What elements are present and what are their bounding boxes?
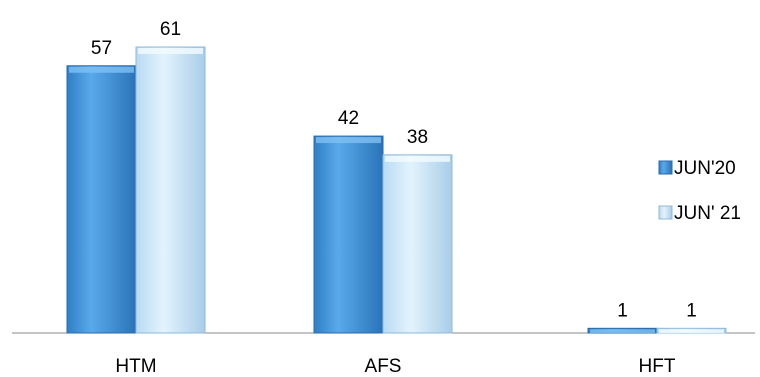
bar-afs-jun-21	[382, 154, 453, 334]
data-label-hft-jun-21: 1	[686, 300, 697, 321]
legend-swatch-jun-21	[658, 205, 673, 220]
category-label-hft: HFT	[639, 356, 676, 377]
bar-highlight	[590, 329, 655, 333]
bar-htm-jun-20	[66, 65, 137, 334]
data-label-hft-jun-20: 1	[617, 300, 628, 321]
data-label-afs-jun-21: 38	[407, 127, 428, 148]
bar-highlight	[138, 48, 203, 54]
data-label-afs-jun-20: 42	[338, 108, 359, 129]
bars-group	[66, 46, 727, 334]
bar-highlight	[69, 66, 134, 73]
bar-afs-jun-20	[313, 135, 384, 334]
data-label-htm-jun-21: 61	[160, 19, 181, 40]
legend: JUN'20 JUN' 21	[658, 158, 741, 224]
bar-highlight	[316, 137, 381, 144]
category-label-htm: HTM	[115, 356, 156, 377]
legend-label-jun-20: JUN'20	[674, 158, 736, 179]
bar-highlight	[385, 155, 450, 162]
legend-swatch-jun-20	[658, 160, 673, 175]
data-labels-group: 57 61 42 38 1 1	[91, 19, 697, 321]
data-label-htm-jun-20: 57	[91, 38, 112, 59]
category-label-afs: AFS	[365, 356, 402, 377]
bar-htm-jun-21	[135, 46, 206, 334]
category-labels-group: HTM AFS HFT	[115, 356, 675, 377]
legend-label-jun-21: JUN' 21	[674, 203, 741, 224]
bar-highlight	[659, 329, 724, 333]
